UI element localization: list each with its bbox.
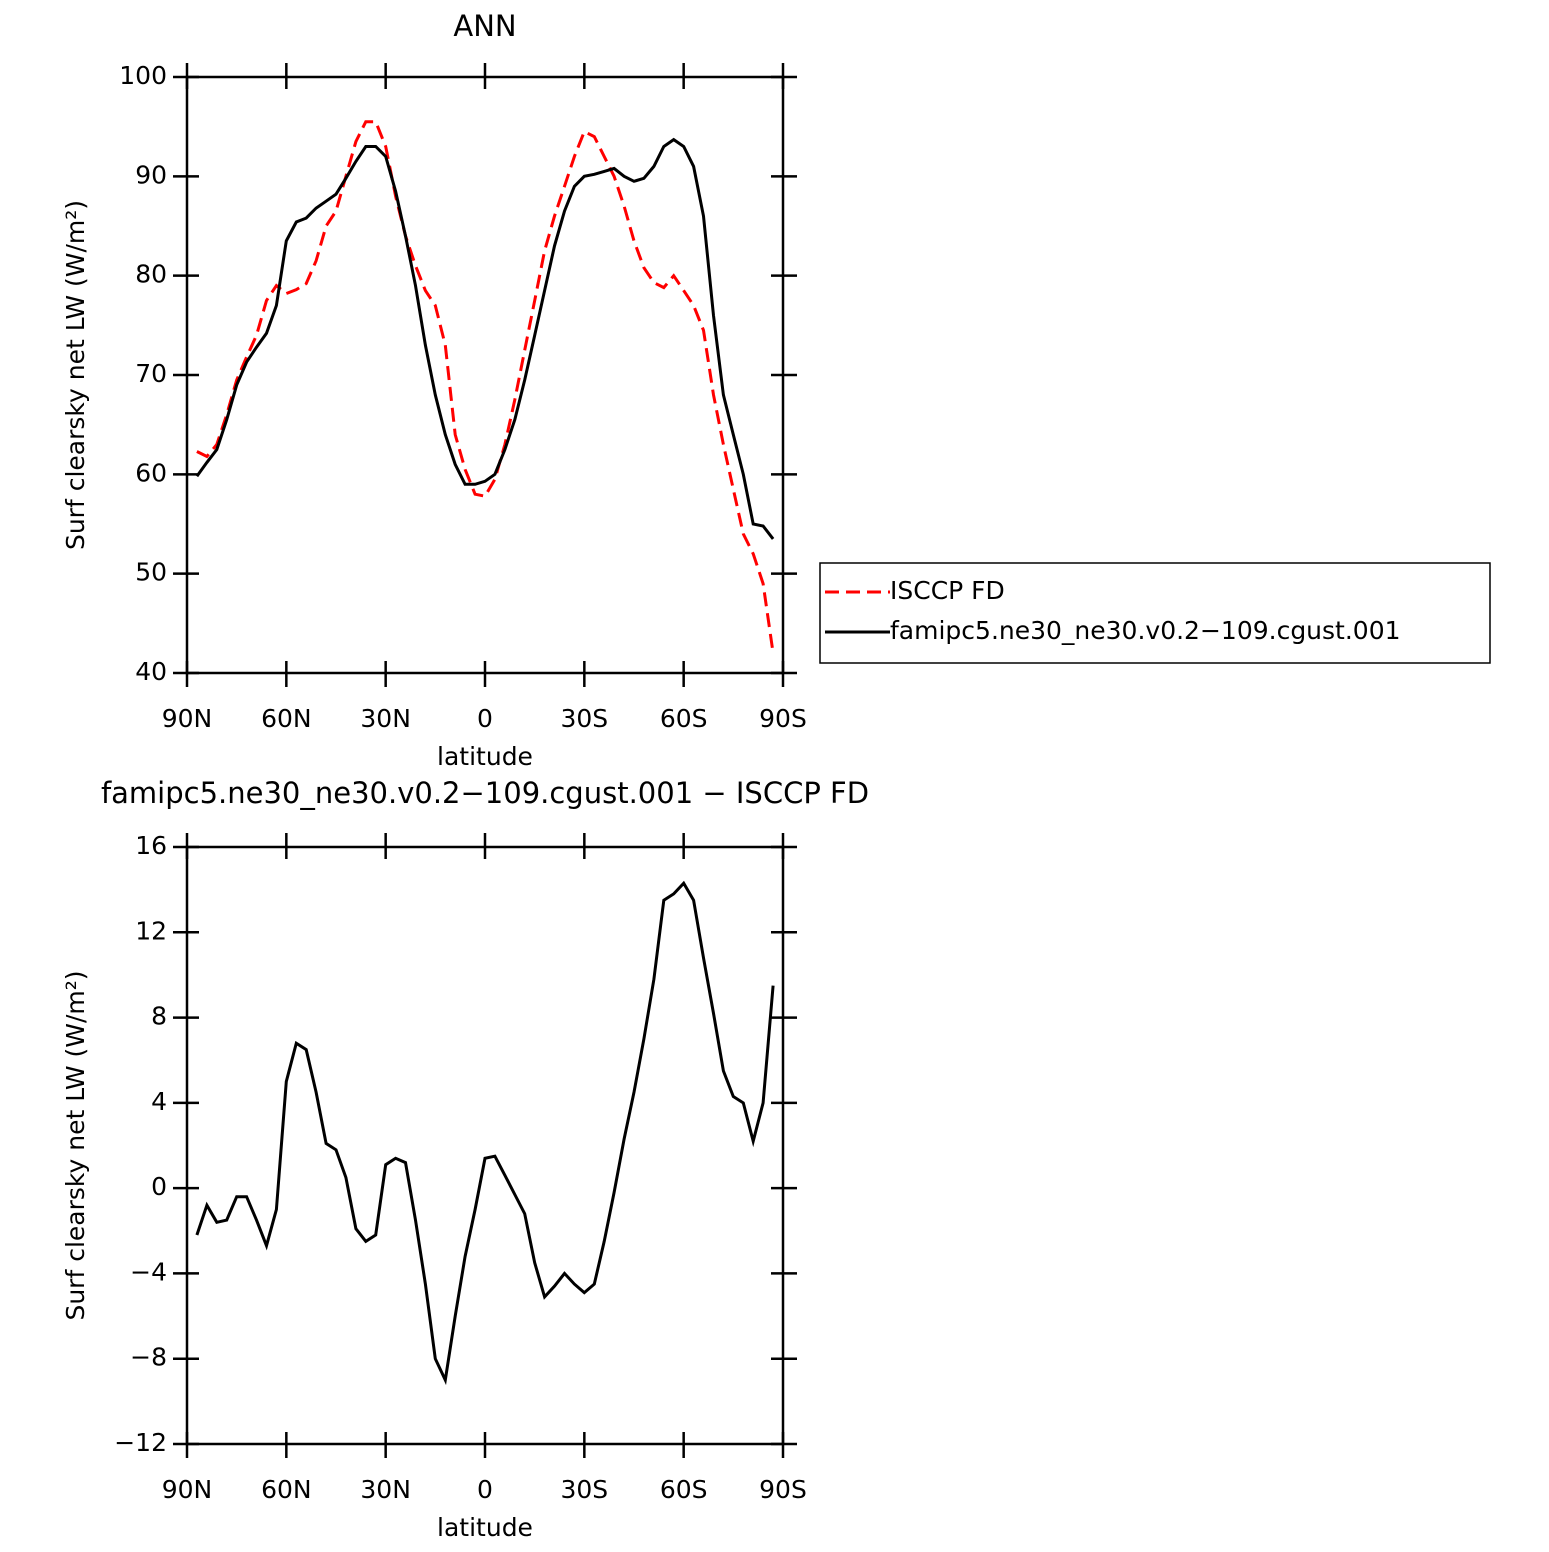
- x-tick-label: 90N: [162, 704, 213, 733]
- y-axis-label: Surf clearsky net LW (W/m²): [61, 200, 90, 550]
- y-tick-label: 100: [119, 61, 167, 90]
- y-tick-label: 8: [151, 1002, 167, 1031]
- y-tick-label: 60: [135, 458, 167, 487]
- plot-frame: [185, 845, 785, 1446]
- legend-label: ISCCP FD: [890, 576, 1005, 605]
- y-tick-label: 90: [135, 160, 167, 189]
- x-tick-label: 90N: [162, 1475, 213, 1504]
- y-tick-label: −8: [130, 1343, 167, 1372]
- y-tick-label: 70: [135, 359, 167, 388]
- y-tick-label: 0: [151, 1172, 167, 1201]
- y-tick-label: 80: [135, 260, 167, 289]
- legend-box: [819, 562, 1491, 664]
- y-tick-label: 50: [135, 558, 167, 587]
- x-tick-label: 30N: [360, 704, 411, 733]
- y-tick-label: 12: [135, 916, 167, 945]
- x-tick-label: 60S: [660, 1475, 708, 1504]
- x-tick-label: 30S: [560, 1475, 608, 1504]
- y-tick-label: 4: [151, 1087, 167, 1116]
- chart-title: ANN: [453, 9, 516, 43]
- legend-label: famipc5.ne30_ne30.v0.2−109.cgust.001: [890, 616, 1401, 645]
- x-tick-label: 60S: [660, 704, 708, 733]
- data-line: [196, 120, 775, 654]
- x-tick-label: 0: [477, 1475, 493, 1504]
- y-tick-label: 16: [135, 831, 167, 860]
- chart-title: famipc5.ne30_ne30.v0.2−109.cgust.001 − I…: [101, 776, 869, 810]
- y-tick-label: −4: [130, 1257, 167, 1286]
- y-tick-label: −12: [114, 1428, 167, 1457]
- y-axis-label: Surf clearsky net LW (W/m²): [61, 970, 90, 1320]
- x-tick-label: 60N: [261, 1475, 312, 1504]
- x-tick-label: 60N: [261, 704, 312, 733]
- data-line: [195, 880, 775, 1386]
- x-tick-label: 90S: [759, 704, 807, 733]
- x-tick-label: 30N: [360, 1475, 411, 1504]
- x-tick-label: 30S: [560, 704, 608, 733]
- x-axis-label: latitude: [437, 1513, 533, 1542]
- x-axis-label: latitude: [437, 742, 533, 771]
- y-tick-label: 40: [135, 657, 167, 686]
- data-line: [195, 137, 775, 540]
- x-tick-label: 0: [477, 704, 493, 733]
- x-tick-label: 90S: [759, 1475, 807, 1504]
